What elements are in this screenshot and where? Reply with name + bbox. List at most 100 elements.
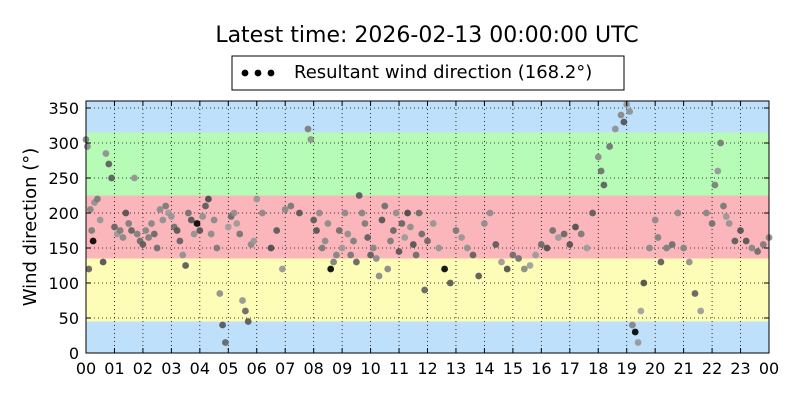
data-point — [205, 195, 212, 203]
x-tick-label: 02 — [133, 359, 153, 378]
data-point — [509, 251, 517, 259]
data-point — [281, 206, 289, 213]
data-point — [543, 244, 551, 252]
data-point — [398, 220, 406, 227]
x-tick-label: 18 — [588, 359, 608, 378]
axis-ticks: 00 01 02 03 04 05 06 07 08 09 10 11 12 13 14 15 16 17 18 19… — [48, 99, 779, 378]
data-point — [452, 227, 460, 234]
data-point — [685, 258, 693, 266]
y-tick-label: 50 — [59, 309, 79, 328]
data-point — [156, 206, 164, 213]
data-point — [364, 234, 372, 241]
data-point — [88, 227, 96, 234]
data-point — [179, 251, 187, 259]
data-point — [119, 234, 127, 241]
data-point — [321, 237, 329, 245]
data-point — [89, 237, 97, 245]
x-tick-label: 15 — [503, 359, 523, 378]
legend-label: Resultant wind direction (168.2°) — [294, 62, 592, 83]
data-point — [318, 244, 326, 252]
data-point — [224, 223, 232, 231]
x-tick-label: 12 — [417, 359, 437, 378]
data-point — [333, 251, 340, 259]
data-point — [475, 272, 483, 280]
y-tick-label: 350 — [48, 99, 79, 118]
data-point — [654, 234, 662, 241]
data-point — [463, 244, 471, 252]
data-point — [725, 220, 733, 227]
data-point — [714, 167, 722, 175]
x-tick-label: 09 — [332, 359, 352, 378]
data-point — [361, 220, 369, 227]
data-point — [651, 216, 659, 224]
data-point — [139, 241, 147, 248]
data-point — [116, 227, 124, 234]
data-point — [594, 153, 602, 161]
data-point — [549, 227, 557, 234]
legend-dot — [254, 69, 262, 77]
data-point — [353, 258, 360, 266]
x-tick-label: 10 — [360, 359, 380, 378]
x-tick-label: 01 — [104, 359, 124, 378]
data-point — [503, 265, 511, 273]
data-point — [646, 244, 653, 252]
data-point — [668, 241, 676, 248]
data-point — [697, 307, 705, 315]
x-tick-label: 19 — [617, 359, 637, 378]
y-tick-label: 250 — [48, 169, 79, 188]
data-point — [202, 202, 209, 210]
legend-box — [231, 55, 625, 91]
x-tick-label: 13 — [446, 359, 466, 378]
data-point — [606, 143, 613, 150]
data-point — [242, 307, 249, 315]
y-axis-label: Wind direction (°) — [20, 148, 41, 307]
data-point — [722, 213, 730, 220]
data-point — [446, 279, 454, 287]
data-point — [273, 227, 281, 234]
data-point — [287, 202, 295, 210]
data-point — [367, 251, 374, 259]
x-tick-label: 14 — [474, 359, 494, 378]
data-point — [168, 213, 175, 220]
data-point — [577, 230, 585, 238]
data-point — [131, 174, 138, 182]
data-point — [162, 202, 170, 210]
data-point — [737, 227, 744, 234]
x-tick-label: 16 — [531, 359, 551, 378]
data-point — [250, 237, 258, 245]
data-point — [193, 220, 201, 227]
x-tick-label: 00 — [76, 359, 96, 378]
data-point — [190, 230, 198, 238]
data-point — [407, 223, 414, 231]
data-point — [133, 230, 141, 238]
data-point — [387, 237, 394, 245]
data-point — [142, 227, 150, 234]
data-point — [566, 241, 574, 248]
data-point — [469, 251, 477, 259]
data-point — [515, 255, 522, 262]
data-point — [176, 237, 184, 245]
data-point — [173, 227, 181, 234]
data-point — [85, 265, 93, 273]
x-tick-label: 00 — [759, 359, 779, 378]
data-point — [486, 209, 494, 217]
y-tick-label: 200 — [48, 204, 79, 223]
data-point — [159, 216, 167, 224]
data-point — [674, 209, 682, 217]
data-point — [555, 234, 562, 241]
data-point — [441, 265, 448, 273]
data-points — [82, 101, 773, 346]
data-point — [313, 227, 320, 234]
y-tick-label: 100 — [48, 274, 79, 293]
x-tick-label: 06 — [247, 359, 267, 378]
x-tick-label: 21 — [673, 359, 693, 378]
data-point — [244, 318, 252, 325]
data-point — [125, 220, 133, 227]
data-point — [481, 220, 488, 227]
data-point — [680, 244, 687, 252]
data-point — [424, 237, 431, 245]
data-point — [401, 234, 409, 241]
data-point — [395, 248, 403, 255]
data-point — [748, 244, 756, 252]
y-tick-label: 300 — [48, 134, 79, 153]
